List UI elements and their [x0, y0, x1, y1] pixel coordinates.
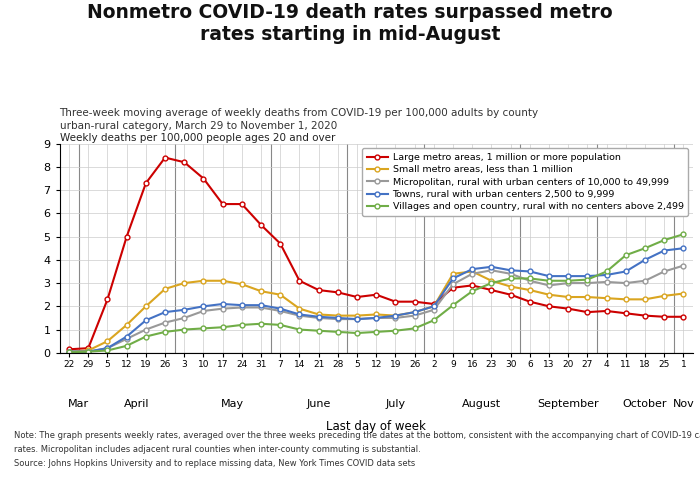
Text: August: August [462, 399, 501, 409]
Text: April: April [123, 399, 149, 409]
Legend: Large metro areas, 1 million or more population, Small metro areas, less than 1 : Large metro areas, 1 million or more pop… [363, 148, 688, 216]
Text: Mar: Mar [68, 399, 90, 409]
Text: Nov: Nov [673, 399, 694, 409]
Text: Weekly deaths per 100,000 people ages 20 and over: Weekly deaths per 100,000 people ages 20… [60, 133, 335, 143]
Text: June: June [307, 399, 331, 409]
Text: July: July [386, 399, 405, 409]
Text: May: May [220, 399, 244, 409]
Text: Note: The graph presents weekly rates, averaged over the three weeks preceding t: Note: The graph presents weekly rates, a… [14, 431, 700, 440]
Text: October: October [623, 399, 667, 409]
Text: Last day of week: Last day of week [326, 420, 426, 433]
Text: Three-week moving average of weekly deaths from COVID-19 per 100,000 adults by c: Three-week moving average of weekly deat… [60, 108, 538, 131]
Text: Source: Johns Hopkins University and to replace missing data, New York Times COV: Source: Johns Hopkins University and to … [14, 459, 415, 468]
Text: rates. Micropolitan includes adjacent rural counties when inter-county commuting: rates. Micropolitan includes adjacent ru… [14, 445, 421, 454]
Text: Nonmetro COVID-19 death rates surpassed metro
rates starting in mid-August: Nonmetro COVID-19 death rates surpassed … [88, 3, 612, 43]
Text: September: September [538, 399, 599, 409]
